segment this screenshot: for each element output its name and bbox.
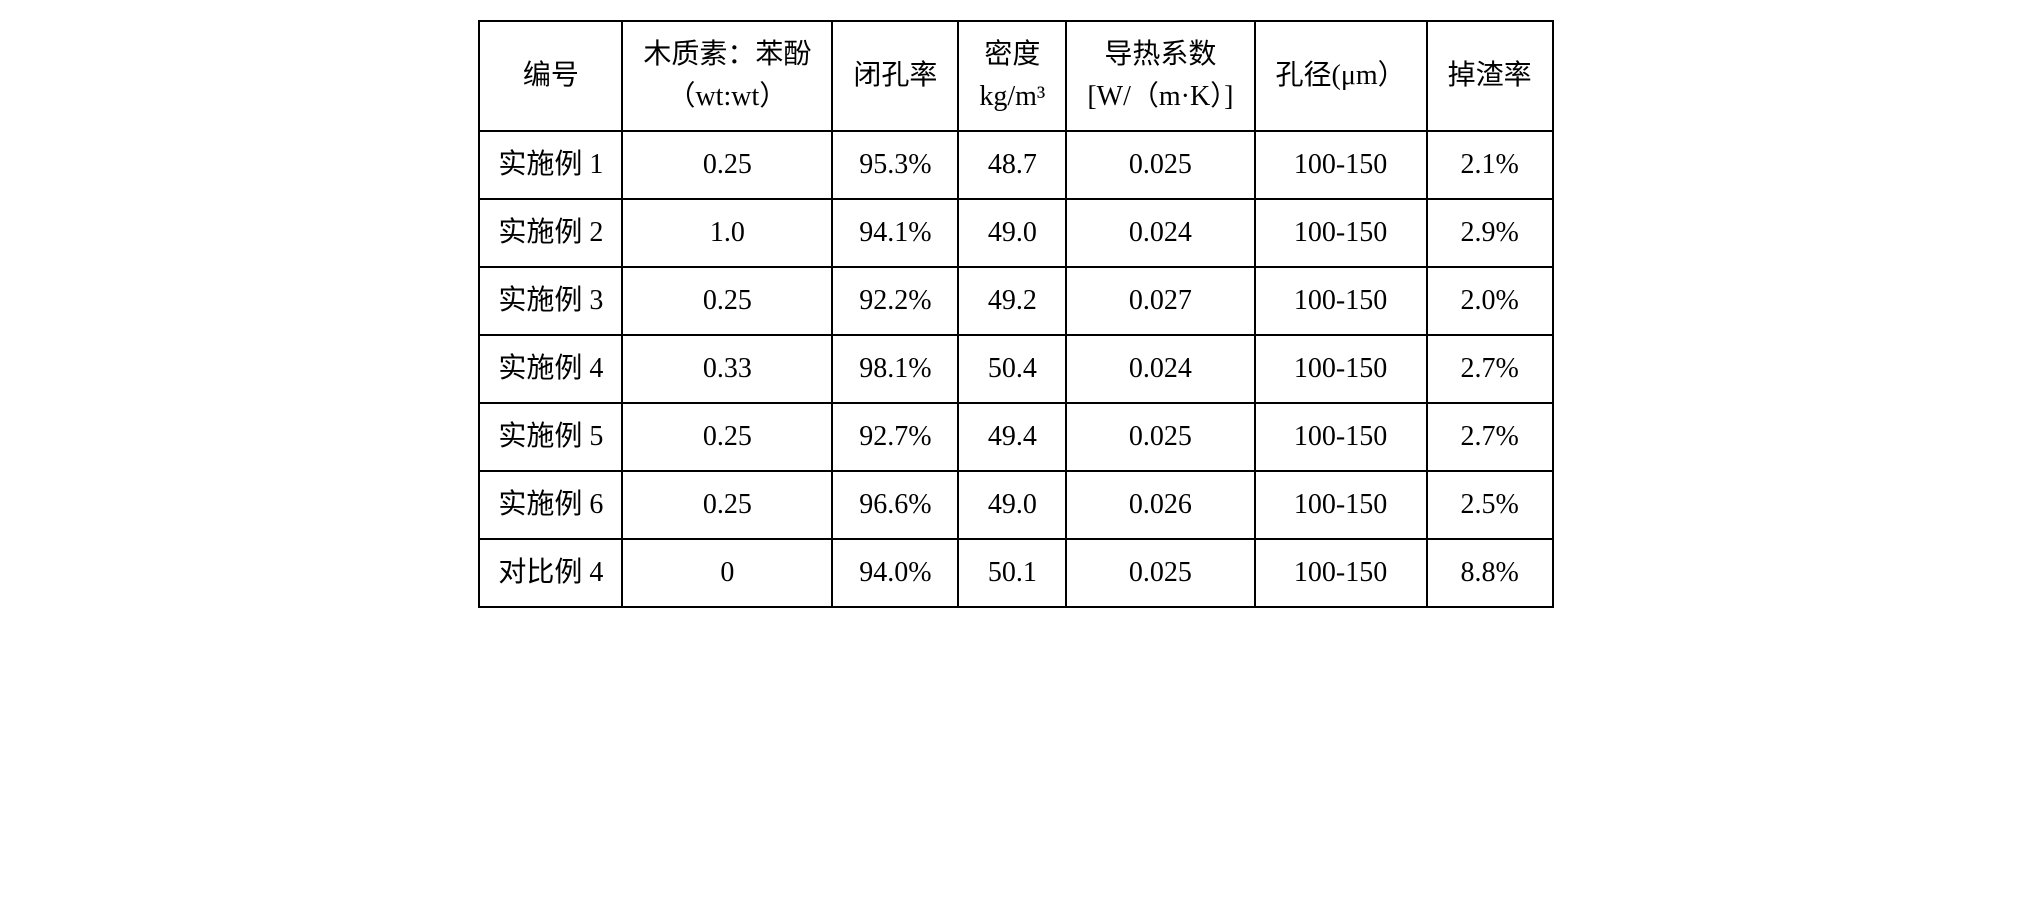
cell-ratio: 0.33 [622, 335, 832, 403]
cell-density: 49.0 [958, 471, 1066, 539]
cell-slag: 2.1% [1427, 131, 1553, 199]
header-ratio: 木质素：苯酚 （wt:wt） [622, 21, 832, 131]
header-thermal: 导热系数 [W/（m·K）] [1066, 21, 1254, 131]
cell-pore: 100-150 [1255, 335, 1427, 403]
cell-id: 实施例 4 [479, 335, 622, 403]
cell-pore: 100-150 [1255, 267, 1427, 335]
cell-ratio: 0.25 [622, 403, 832, 471]
header-density-sub: kg/m³ [979, 76, 1045, 118]
cell-ratio: 0.25 [622, 131, 832, 199]
cell-slag: 8.8% [1427, 539, 1553, 607]
cell-density: 49.2 [958, 267, 1066, 335]
table-row: 实施例 60.2596.6%49.00.026100-1502.5% [479, 471, 1552, 539]
cell-id: 实施例 2 [479, 199, 622, 267]
cell-closed_cell: 92.2% [832, 267, 958, 335]
cell-closed_cell: 94.1% [832, 199, 958, 267]
data-table: 编号 木质素：苯酚 （wt:wt） 闭孔率 密度 kg/m³ 导热系数 [W/（… [478, 20, 1553, 608]
cell-thermal: 0.025 [1066, 539, 1254, 607]
table-row: 实施例 50.2592.7%49.40.025100-1502.7% [479, 403, 1552, 471]
cell-pore: 100-150 [1255, 199, 1427, 267]
cell-slag: 2.7% [1427, 403, 1553, 471]
table-row: 实施例 21.094.1%49.00.024100-1502.9% [479, 199, 1552, 267]
cell-closed_cell: 96.6% [832, 471, 958, 539]
cell-ratio: 1.0 [622, 199, 832, 267]
cell-id: 实施例 1 [479, 131, 622, 199]
header-slag: 掉渣率 [1427, 21, 1553, 131]
cell-ratio: 0 [622, 539, 832, 607]
cell-slag: 2.9% [1427, 199, 1553, 267]
header-closed-cell: 闭孔率 [832, 21, 958, 131]
header-thermal-sub: [W/（m·K）] [1087, 76, 1233, 118]
cell-pore: 100-150 [1255, 131, 1427, 199]
table-header: 编号 木质素：苯酚 （wt:wt） 闭孔率 密度 kg/m³ 导热系数 [W/（… [479, 21, 1552, 131]
cell-slag: 2.7% [1427, 335, 1553, 403]
table-row: 实施例 10.2595.3%48.70.025100-1502.1% [479, 131, 1552, 199]
cell-id: 实施例 3 [479, 267, 622, 335]
cell-id: 实施例 5 [479, 403, 622, 471]
cell-pore: 100-150 [1255, 471, 1427, 539]
table-row: 对比例 4094.0%50.10.025100-1508.8% [479, 539, 1552, 607]
header-slag-main: 掉渣率 [1448, 55, 1532, 97]
cell-thermal: 0.024 [1066, 335, 1254, 403]
cell-thermal: 0.027 [1066, 267, 1254, 335]
cell-id: 实施例 6 [479, 471, 622, 539]
cell-closed_cell: 92.7% [832, 403, 958, 471]
cell-density: 50.1 [958, 539, 1066, 607]
cell-density: 49.0 [958, 199, 1066, 267]
cell-slag: 2.5% [1427, 471, 1553, 539]
header-pore: 孔径(μm） [1255, 21, 1427, 131]
header-row: 编号 木质素：苯酚 （wt:wt） 闭孔率 密度 kg/m³ 导热系数 [W/（… [479, 21, 1552, 131]
cell-thermal: 0.024 [1066, 199, 1254, 267]
header-ratio-main: 木质素：苯酚 [643, 34, 811, 76]
cell-closed_cell: 94.0% [832, 539, 958, 607]
cell-closed_cell: 98.1% [832, 335, 958, 403]
table-row: 实施例 40.3398.1%50.40.024100-1502.7% [479, 335, 1552, 403]
header-id-main: 编号 [500, 55, 601, 97]
header-density: 密度 kg/m³ [958, 21, 1066, 131]
table-row: 实施例 30.2592.2%49.20.027100-1502.0% [479, 267, 1552, 335]
cell-ratio: 0.25 [622, 471, 832, 539]
header-closed-cell-main: 闭孔率 [853, 55, 937, 97]
cell-closed_cell: 95.3% [832, 131, 958, 199]
header-ratio-sub: （wt:wt） [643, 76, 811, 118]
cell-pore: 100-150 [1255, 403, 1427, 471]
cell-ratio: 0.25 [622, 267, 832, 335]
cell-id: 对比例 4 [479, 539, 622, 607]
header-id: 编号 [479, 21, 622, 131]
cell-thermal: 0.025 [1066, 403, 1254, 471]
cell-density: 50.4 [958, 335, 1066, 403]
cell-slag: 2.0% [1427, 267, 1553, 335]
table-body: 实施例 10.2595.3%48.70.025100-1502.1%实施例 21… [479, 131, 1552, 607]
cell-density: 48.7 [958, 131, 1066, 199]
cell-thermal: 0.025 [1066, 131, 1254, 199]
cell-pore: 100-150 [1255, 539, 1427, 607]
header-pore-main: 孔径(μm） [1276, 55, 1406, 97]
header-density-main: 密度 [979, 34, 1045, 76]
header-thermal-main: 导热系数 [1087, 34, 1233, 76]
cell-density: 49.4 [958, 403, 1066, 471]
cell-thermal: 0.026 [1066, 471, 1254, 539]
